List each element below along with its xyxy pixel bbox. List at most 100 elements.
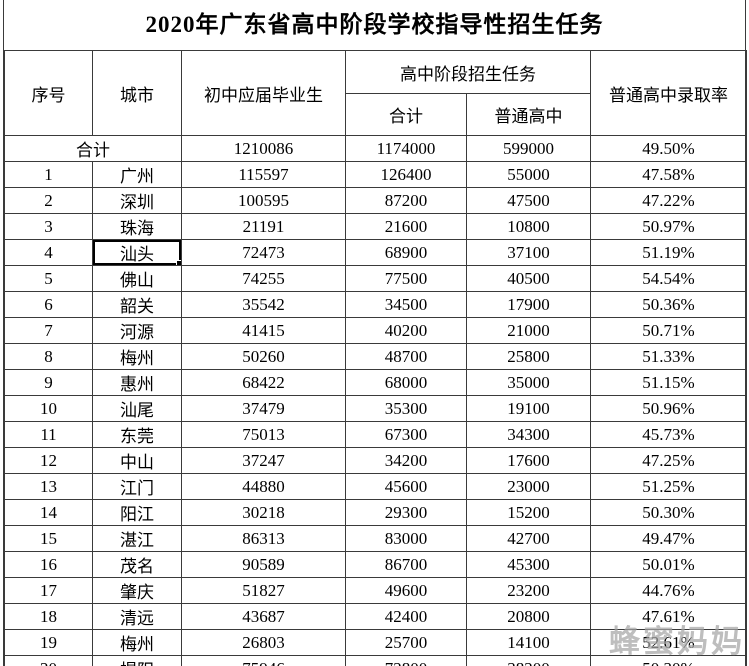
total-row: 合计 1210086 1174000 599000 49.50% bbox=[4, 135, 747, 162]
graduates-cell: 37247 bbox=[181, 447, 346, 474]
city-cell: 佛山 bbox=[92, 265, 182, 292]
regular-high-cell: 38200 bbox=[466, 655, 591, 666]
regular-high-cell: 42700 bbox=[466, 525, 591, 552]
row-number-cell: 20 bbox=[4, 655, 93, 666]
graduates-cell: 68422 bbox=[181, 369, 346, 396]
row-number-cell: 19 bbox=[4, 629, 93, 656]
enrollment-total-cell: 67300 bbox=[345, 421, 467, 448]
graduates-cell: 100595 bbox=[181, 187, 346, 214]
table-row: 14 阳江 30218 29300 15200 50.30% bbox=[4, 499, 747, 526]
enrollment-total-cell: 25700 bbox=[345, 629, 467, 656]
enrollment-total-cell: 68900 bbox=[345, 239, 467, 266]
admission-rate-cell: 50.30% bbox=[590, 655, 747, 666]
admission-rate-cell: 50.30% bbox=[590, 499, 747, 526]
enrollment-total-cell: 45600 bbox=[345, 473, 467, 500]
enrollment-total-cell: 77500 bbox=[345, 265, 467, 292]
table-row: 5 佛山 74255 77500 40500 54.54% bbox=[4, 265, 747, 292]
graduates-cell: 43687 bbox=[181, 603, 346, 630]
row-number-cell: 5 bbox=[4, 265, 93, 292]
regular-high-cell: 15200 bbox=[466, 499, 591, 526]
regular-high-cell: 23200 bbox=[466, 577, 591, 604]
selected-cell[interactable]: 汕头 bbox=[92, 239, 182, 266]
enrollment-total-cell: 40200 bbox=[345, 317, 467, 344]
city-cell: 梅州 bbox=[92, 343, 182, 370]
enrollment-table: 序号 城市 初中应届毕业生 高中阶段招生任务 普通高中录取率 合计 普通高中 合… bbox=[4, 50, 747, 666]
admission-rate-cell: 50.01% bbox=[590, 551, 747, 578]
header-graduates: 初中应届毕业生 bbox=[181, 50, 346, 136]
city-cell: 广州 bbox=[92, 161, 182, 188]
table-row: 9 惠州 68422 68000 35000 51.15% bbox=[4, 369, 747, 396]
page-title: 2020年广东省高中阶段学校指导性招生任务 bbox=[145, 12, 604, 37]
regular-high-cell: 19100 bbox=[466, 395, 591, 422]
header-enrollment-total: 合计 bbox=[345, 93, 467, 136]
header-regular-high: 普通高中 bbox=[466, 93, 591, 136]
table-row: 18 清远 43687 42400 20800 47.61% bbox=[4, 603, 747, 630]
table-row: 20揭阳75946728003820050.30% bbox=[4, 655, 747, 666]
graduates-cell: 74255 bbox=[181, 265, 346, 292]
regular-high-cell: 34300 bbox=[466, 421, 591, 448]
total-enrollment: 1174000 bbox=[345, 135, 467, 162]
enrollment-total-cell: 126400 bbox=[345, 161, 467, 188]
admission-rate-cell: 47.61% bbox=[590, 603, 747, 630]
city-cell: 汕尾 bbox=[92, 395, 182, 422]
graduates-cell: 21191 bbox=[181, 213, 346, 240]
table-row: 2 深圳 100595 87200 47500 47.22% bbox=[4, 187, 747, 214]
table-row: 12 中山 37247 34200 17600 47.25% bbox=[4, 447, 747, 474]
city-cell: 韶关 bbox=[92, 291, 182, 318]
admission-rate-cell: 50.97% bbox=[590, 213, 747, 240]
table-row: 17 肇庆 51827 49600 23200 44.76% bbox=[4, 577, 747, 604]
graduates-cell: 72473 bbox=[181, 239, 346, 266]
table-row: 7 河源 41415 40200 21000 50.71% bbox=[4, 317, 747, 344]
header-city: 城市 bbox=[92, 50, 182, 136]
enrollment-total-cell: 29300 bbox=[345, 499, 467, 526]
graduates-cell: 37479 bbox=[181, 395, 346, 422]
regular-high-cell: 55000 bbox=[466, 161, 591, 188]
regular-high-cell: 40500 bbox=[466, 265, 591, 292]
table-row: 1 广州 115597 126400 55000 47.58% bbox=[4, 161, 747, 188]
city-cell: 深圳 bbox=[92, 187, 182, 214]
graduates-cell: 50260 bbox=[181, 343, 346, 370]
row-number-cell: 6 bbox=[4, 291, 93, 318]
row-number-cell: 17 bbox=[4, 577, 93, 604]
admission-rate-cell: 47.58% bbox=[590, 161, 747, 188]
table-header: 序号 城市 初中应届毕业生 高中阶段招生任务 普通高中录取率 合计 普通高中 bbox=[4, 50, 747, 136]
admission-rate-cell: 47.25% bbox=[590, 447, 747, 474]
row-number-cell: 11 bbox=[4, 421, 93, 448]
table-row: 6 韶关 35542 34500 17900 50.36% bbox=[4, 291, 747, 318]
regular-high-cell: 14100 bbox=[466, 629, 591, 656]
table-sheet: 2020年广东省高中阶段学校指导性招生任务 序号 城市 初中应届毕业生 高中阶段… bbox=[3, 0, 747, 666]
row-number-cell: 13 bbox=[4, 473, 93, 500]
enrollment-total-cell: 49600 bbox=[345, 577, 467, 604]
table-row: 4 汕头 72473 68900 37100 51.19% bbox=[4, 239, 747, 266]
table-row: 3 珠海 21191 21600 10800 50.97% bbox=[4, 213, 747, 240]
regular-high-cell: 37100 bbox=[466, 239, 591, 266]
regular-high-cell: 17600 bbox=[466, 447, 591, 474]
enrollment-total-cell: 48700 bbox=[345, 343, 467, 370]
row-number-cell: 9 bbox=[4, 369, 93, 396]
row-number-cell: 15 bbox=[4, 525, 93, 552]
total-regular-high: 599000 bbox=[466, 135, 591, 162]
city-cell: 惠州 bbox=[92, 369, 182, 396]
total-admission-rate: 49.50% bbox=[590, 135, 747, 162]
graduates-cell: 41415 bbox=[181, 317, 346, 344]
city-cell: 揭阳 bbox=[92, 655, 182, 666]
header-index: 序号 bbox=[4, 50, 93, 136]
city-cell: 茂名 bbox=[92, 551, 182, 578]
row-number-cell: 4 bbox=[4, 239, 93, 266]
city-cell: 中山 bbox=[92, 447, 182, 474]
regular-high-cell: 23000 bbox=[466, 473, 591, 500]
admission-rate-cell: 49.47% bbox=[590, 525, 747, 552]
total-label: 合计 bbox=[4, 135, 182, 162]
city-cell: 江门 bbox=[92, 473, 182, 500]
enrollment-total-cell: 86700 bbox=[345, 551, 467, 578]
city-cell: 河源 bbox=[92, 317, 182, 344]
regular-high-cell: 17900 bbox=[466, 291, 591, 318]
header-enrollment-group: 高中阶段招生任务 bbox=[345, 50, 591, 94]
graduates-cell: 35542 bbox=[181, 291, 346, 318]
admission-rate-cell: 51.15% bbox=[590, 369, 747, 396]
enrollment-total-cell: 34200 bbox=[345, 447, 467, 474]
row-number-cell: 1 bbox=[4, 161, 93, 188]
enrollment-total-cell: 42400 bbox=[345, 603, 467, 630]
graduates-cell: 44880 bbox=[181, 473, 346, 500]
